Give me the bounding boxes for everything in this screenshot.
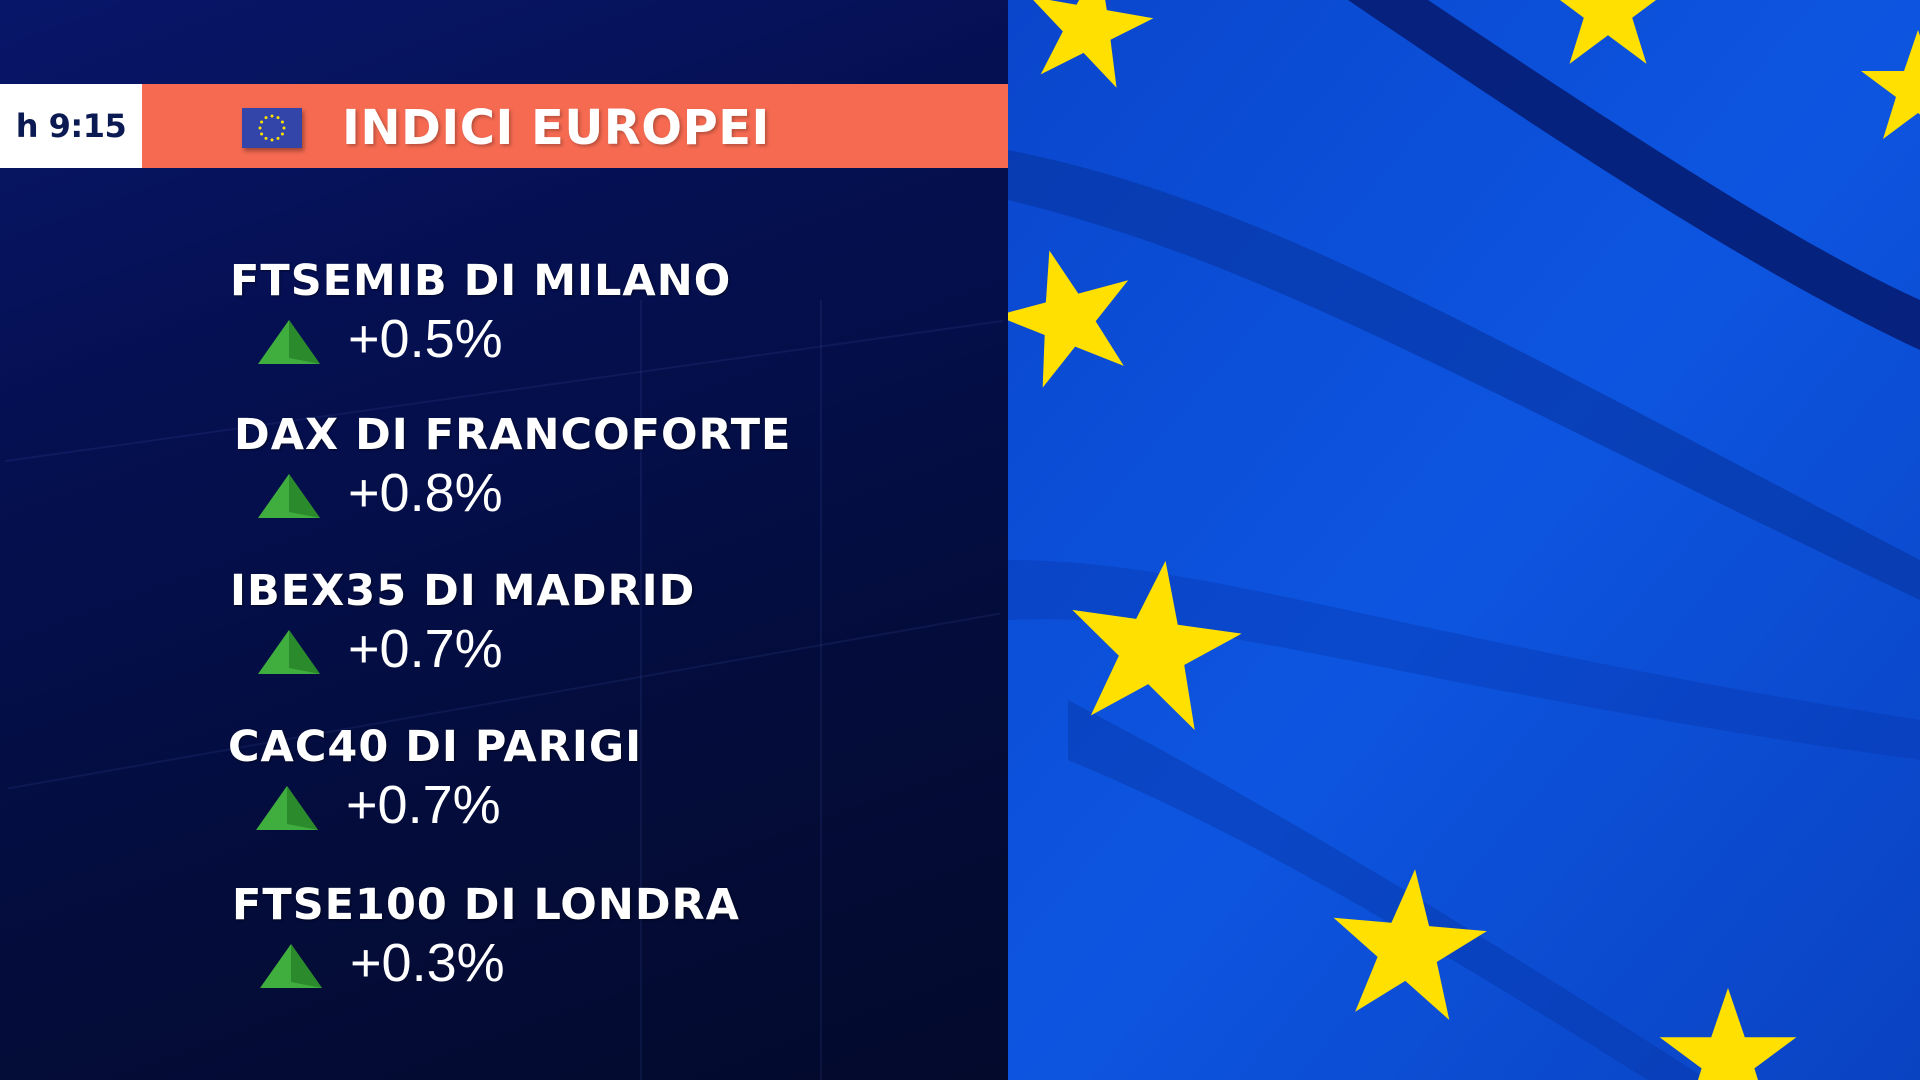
index-name: FTSEMIB DI MILANO (230, 256, 732, 306)
index-change: +0.3% (350, 933, 505, 993)
index-name: CAC40 DI PARIGI (228, 722, 643, 772)
time-label: h 9:15 (15, 107, 127, 145)
index-change: +0.7% (346, 775, 501, 835)
page-title: INDICI EUROPEI (342, 100, 770, 156)
index-item: CAC40 DI PARIGI +0.7% (228, 722, 642, 838)
eu-flag-background (1008, 0, 1920, 1080)
background-line (640, 300, 642, 1080)
index-item: IBEX35 DI MADRID +0.7% (230, 566, 695, 682)
index-change: +0.8% (348, 463, 503, 523)
header-bar: INDICI EUROPEI (142, 84, 1008, 168)
index-item: FTSE100 DI LONDRA +0.3% (232, 880, 740, 996)
index-change: +0.5% (348, 309, 503, 369)
index-change: +0.7% (348, 619, 503, 679)
up-arrow-icon (258, 474, 320, 518)
background-line (820, 300, 822, 1080)
index-name: FTSE100 DI LONDRA (232, 880, 740, 930)
up-arrow-icon (260, 944, 322, 988)
index-name: IBEX35 DI MADRID (230, 566, 696, 616)
up-arrow-icon (258, 320, 320, 364)
eu-flag-icon (242, 108, 302, 148)
up-arrow-icon (258, 630, 320, 674)
up-arrow-icon (256, 786, 318, 830)
index-item: FTSEMIB DI MILANO +0.5% (230, 256, 731, 372)
index-name: DAX DI FRANCOFORTE (234, 410, 792, 460)
index-item: DAX DI FRANCOFORTE +0.8% (234, 410, 791, 526)
time-badge: h 9:15 (0, 84, 142, 168)
background-panel (0, 0, 1008, 1080)
